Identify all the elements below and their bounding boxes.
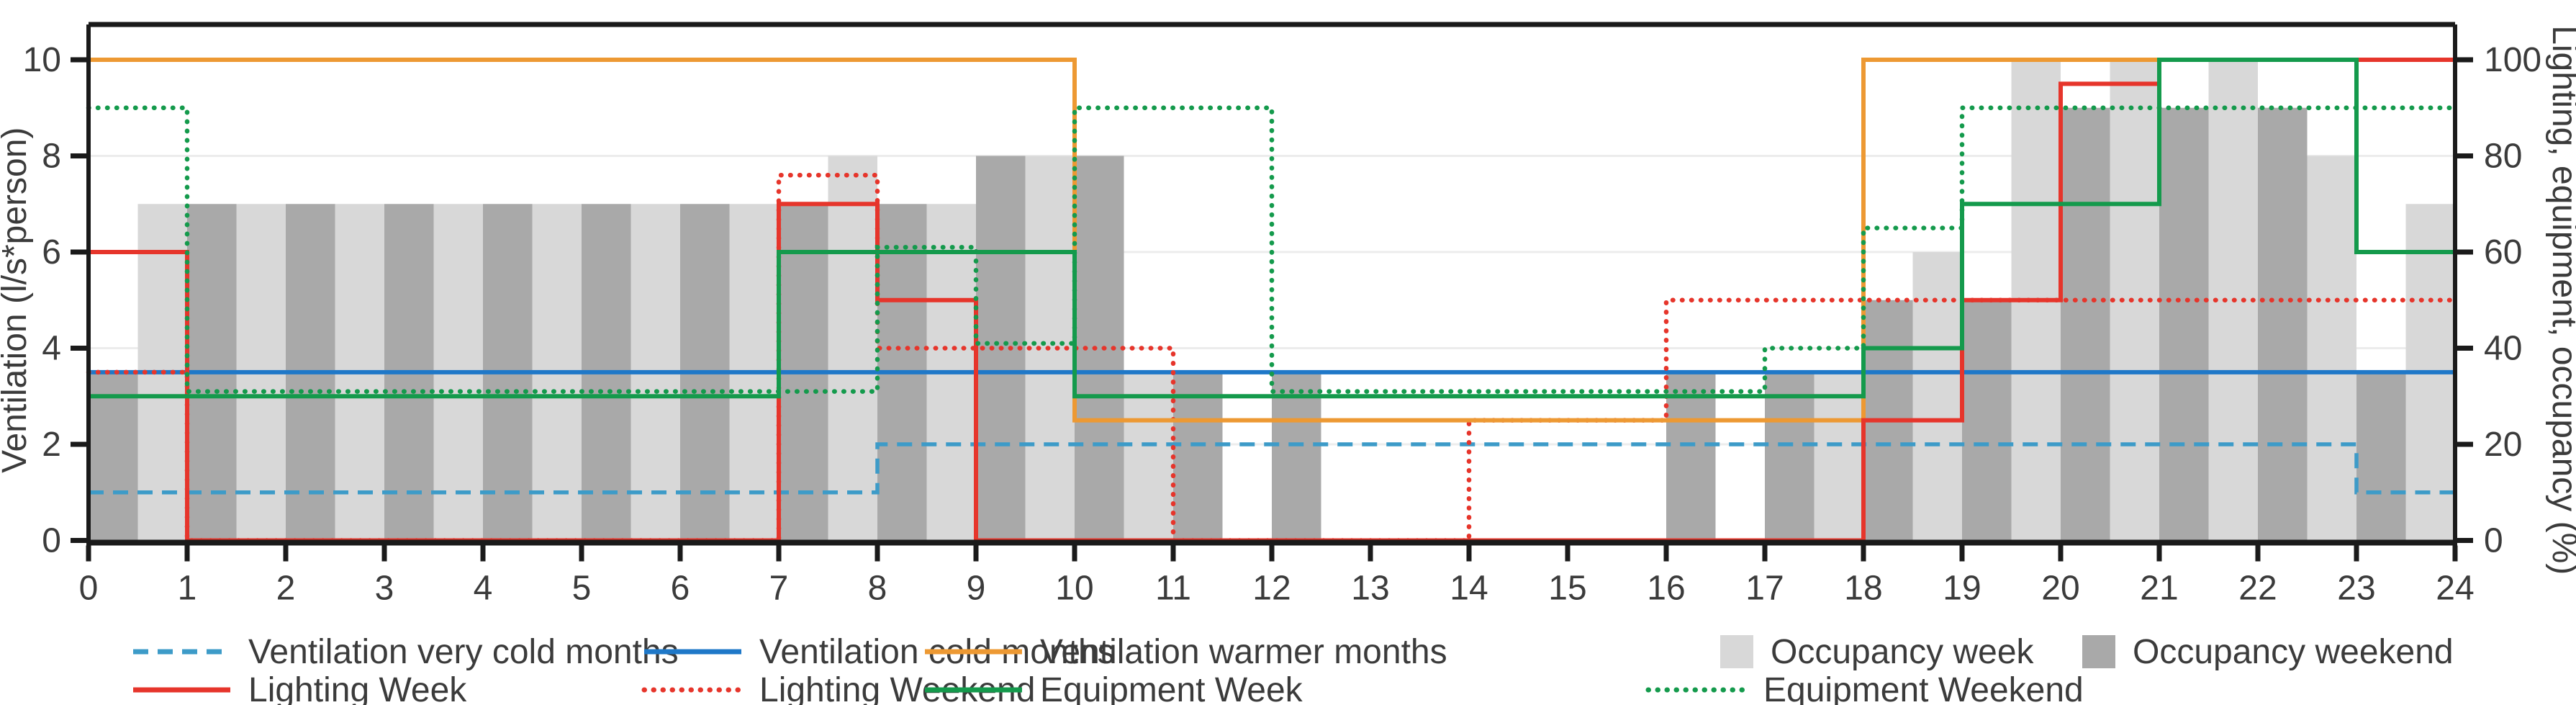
x-tick-label-7: 7 xyxy=(769,570,789,608)
left-tick-label-10: 10 xyxy=(23,41,61,79)
left-tick-label-2: 2 xyxy=(42,426,61,464)
right-tick-label-0: 0 xyxy=(2484,522,2503,560)
bar-occupancy-week-h11 xyxy=(1124,372,1173,541)
right-tick-label-40: 40 xyxy=(2484,330,2522,368)
x-tick-label-5: 5 xyxy=(572,570,592,608)
x-tick-label-1: 1 xyxy=(178,570,197,608)
legend-label-occ-weekend: Occupancy weekend xyxy=(2133,633,2454,671)
x-tick-label-22: 22 xyxy=(2238,570,2277,608)
x-tick-label-20: 20 xyxy=(2041,570,2079,608)
legend-label-equip-week: Equipment Week xyxy=(1040,671,1303,705)
bar-occupancy-weekend-h16 xyxy=(1666,372,1716,541)
legend-label-vent-warm: Ventilation warmer months xyxy=(1040,633,1447,671)
x-tick-label-9: 9 xyxy=(967,570,986,608)
right-tick-label-80: 80 xyxy=(2484,138,2522,176)
x-tick-label-12: 12 xyxy=(1252,570,1291,608)
left-tick-label-6: 6 xyxy=(42,233,61,271)
left-tick-label-4: 4 xyxy=(42,330,61,368)
bar-occupancy-weekend-h12 xyxy=(1272,372,1321,541)
legend-label-occ-week: Occupancy week xyxy=(1771,633,2035,671)
left-tick-label-0: 0 xyxy=(42,522,61,560)
bar-occupancy-week-h18 xyxy=(1814,372,1863,541)
left-axis-title: Ventilation (l/s*person) xyxy=(0,127,34,473)
bar-occupancy-weekend-h0 xyxy=(89,372,138,541)
x-tick-label-6: 6 xyxy=(671,570,690,608)
x-tick-label-21: 21 xyxy=(2140,570,2178,608)
right-tick-label-20: 20 xyxy=(2484,426,2522,464)
bar-occupancy-weekend-h17 xyxy=(1765,372,1815,541)
right-tick-label-100: 100 xyxy=(2484,41,2541,79)
x-tick-label-8: 8 xyxy=(868,570,887,608)
series-equip-weekend-line xyxy=(86,105,2458,394)
x-tick-label-17: 17 xyxy=(1745,570,1784,608)
x-tick-label-13: 13 xyxy=(1351,570,1389,608)
bar-occupancy-weekend-h20 xyxy=(2061,107,2110,541)
x-tick-label-24: 24 xyxy=(2436,570,2474,608)
x-tick-label-15: 15 xyxy=(1548,570,1586,608)
x-tick-label-0: 0 xyxy=(79,570,99,608)
x-tick-label-2: 2 xyxy=(276,570,296,608)
left-tick-label-8: 8 xyxy=(42,138,61,176)
x-tick-label-18: 18 xyxy=(1844,570,1882,608)
bar-occupancy-week-h23 xyxy=(2307,156,2356,541)
series-vent-warm-line xyxy=(89,58,2455,423)
x-tick-label-16: 16 xyxy=(1647,570,1685,608)
x-tick-label-4: 4 xyxy=(474,570,493,608)
x-tick-label-3: 3 xyxy=(375,570,394,608)
bar-occupancy-weekend-h11 xyxy=(1173,372,1223,541)
legend-label-light-week: Lighting Week xyxy=(248,671,467,705)
x-tick-label-14: 14 xyxy=(1450,570,1488,608)
legend-swatch-occ-weekend xyxy=(2082,635,2115,668)
bar-occupancy-weekend-h23 xyxy=(2356,372,2406,541)
bar-occupancy-weekend-h19 xyxy=(1962,300,2012,541)
legend-label-equip-weekend: Equipment Weekend xyxy=(1763,671,2084,705)
series-vent-very-cold-line xyxy=(89,442,2455,495)
right-tick-label-60: 60 xyxy=(2484,233,2522,271)
x-tick-label-11: 11 xyxy=(1155,570,1191,608)
x-tick-label-19: 19 xyxy=(1943,570,1981,608)
bar-occupancy-week-h19 xyxy=(1912,252,1962,541)
bar-occupancy-weekend-h22 xyxy=(2258,107,2308,541)
series-equip-week-line xyxy=(89,58,2455,399)
x-tick-label-10: 10 xyxy=(1055,570,1093,608)
bar-occupancy-week-h8 xyxy=(828,156,877,541)
legend-swatch-occ-week xyxy=(1720,635,1753,668)
x-tick-label-23: 23 xyxy=(2337,570,2375,608)
right-axis-title: Lighting, equipment, occupancy (%) xyxy=(2545,25,2576,575)
legend-label-vent-very-cold: Ventilation very cold months xyxy=(248,633,679,671)
bar-occupancy-weekend-h21 xyxy=(2159,107,2209,541)
bar-occupancy-weekend-h10 xyxy=(1075,156,1124,541)
